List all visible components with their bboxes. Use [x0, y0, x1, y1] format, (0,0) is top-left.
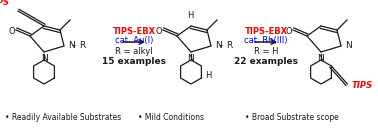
- Text: R: R: [79, 41, 85, 51]
- Text: R = alkyl: R = alkyl: [115, 48, 153, 56]
- Text: O: O: [9, 27, 15, 36]
- Text: H: H: [187, 11, 193, 20]
- Text: • Broad Substrate scope: • Broad Substrate scope: [245, 114, 339, 122]
- Text: • Mild Conditions: • Mild Conditions: [138, 114, 204, 122]
- Text: R = H: R = H: [254, 48, 278, 56]
- Text: R: R: [226, 41, 232, 51]
- Text: TIPS: TIPS: [0, 0, 10, 7]
- Text: TIPS-EBX: TIPS-EBX: [112, 27, 156, 37]
- Text: N: N: [215, 41, 222, 51]
- Text: N: N: [318, 54, 324, 63]
- Text: 22 examples: 22 examples: [234, 56, 298, 65]
- Text: N: N: [40, 54, 47, 63]
- Text: O: O: [156, 27, 162, 36]
- Text: cat. Au(I): cat. Au(I): [115, 36, 153, 44]
- Text: TIPS-EBX: TIPS-EBX: [245, 27, 288, 37]
- Text: H: H: [205, 72, 211, 81]
- Text: • Readily Available Substrates: • Readily Available Substrates: [5, 114, 121, 122]
- Text: N: N: [187, 54, 194, 63]
- Text: O: O: [286, 27, 292, 36]
- Text: N: N: [345, 41, 352, 51]
- Text: TIPS: TIPS: [352, 81, 372, 89]
- Text: –: –: [219, 41, 223, 51]
- Text: 15 examples: 15 examples: [102, 56, 166, 65]
- Text: –: –: [72, 41, 76, 51]
- Text: cat. Rh(III): cat. Rh(III): [244, 36, 288, 44]
- Text: N: N: [68, 41, 75, 51]
